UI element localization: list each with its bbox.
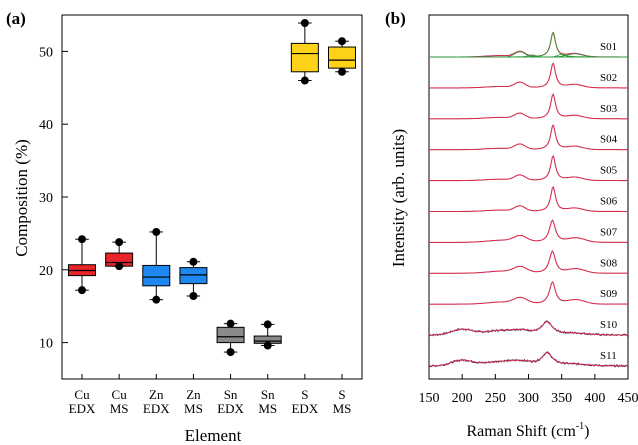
spectrum-line-s03 — [429, 93, 628, 120]
x-tick-label: 150 — [419, 391, 440, 406]
panel-a-y-axis: 10 20 30 40 50 — [39, 45, 68, 352]
box-iqr — [290, 42, 319, 73]
series-label: S02 — [600, 72, 617, 84]
series-label: S09 — [600, 288, 618, 300]
x-tick-label: 200 — [452, 391, 473, 406]
outlier-max-point — [338, 37, 346, 46]
series-label: S06 — [600, 196, 618, 208]
outlier-min-point — [300, 76, 309, 85]
series-label: S08 — [600, 257, 618, 269]
x-tick-label-method: EDX — [69, 401, 96, 416]
x-tick-label-method: MS — [110, 401, 129, 416]
outlier-min-point — [226, 348, 235, 357]
spectrum-fit-s10 — [429, 321, 628, 336]
outlier-max-point — [152, 227, 161, 236]
outlier-max-point — [300, 19, 309, 28]
y-tick-label: 10 — [39, 337, 53, 352]
x-tick-label-element: Zn — [186, 387, 201, 402]
panel-a-boxes — [68, 19, 356, 357]
spectrum-line-s05 — [429, 155, 628, 182]
x-tick-label-method: EDX — [291, 401, 318, 416]
panel-a-y-axis-title: Composition (%) — [12, 139, 31, 257]
spectrum-line-s10 — [428, 320, 629, 337]
x-tick-label-method: EDX — [143, 401, 170, 416]
panel-b-spectra — [428, 31, 629, 368]
x-tick-label-element: Sn — [224, 387, 238, 402]
panel-b-y-axis-title: Intensity (arb. units) — [389, 129, 408, 267]
box-zn-ms — [179, 257, 208, 301]
box-iqr — [328, 46, 356, 69]
x-tick-label: 400 — [584, 391, 605, 406]
panel-b: (b) S01 S02 S03 S04 S05 S06 S07 S08 S09 S10 S11 15… — [385, 9, 638, 440]
series-label: S04 — [600, 134, 618, 146]
x-tick-label: 250 — [485, 391, 506, 406]
spectrum-line-s08 — [429, 250, 628, 274]
panel-a-x-axis-title: Element — [185, 426, 242, 445]
panel-b-frame — [428, 14, 629, 380]
spectrum-line-s09 — [429, 280, 628, 305]
series-label: S03 — [600, 103, 618, 115]
box-sn-ms — [253, 320, 282, 350]
panel-b-series-labels: S01 S02 S03 S04 S05 S06 S07 S08 S09 S10 S11 — [600, 41, 618, 362]
box-iqr — [142, 264, 171, 287]
outlier-max-point — [263, 320, 272, 329]
outlier-min-point — [189, 292, 198, 301]
box-s-edx — [290, 19, 319, 85]
outlier-min-point — [263, 341, 272, 350]
box-cu-edx — [68, 235, 96, 295]
x-tick-label-element: S — [338, 387, 345, 402]
x-tick-label: 300 — [518, 391, 539, 406]
outlier-min-point — [152, 295, 161, 304]
spectrum-line-s07 — [429, 219, 628, 243]
x-tick-label: 450 — [618, 391, 638, 406]
panel-b-x-axis: 150 200 250 300 350 400 450 — [419, 374, 638, 406]
fit-component-line — [429, 31, 628, 58]
box-s-ms — [328, 37, 356, 76]
series-label: S05 — [600, 165, 618, 177]
x-tick-label-element: Zn — [149, 387, 164, 402]
spectrum-line-s04 — [429, 124, 628, 151]
box-cu-ms — [105, 238, 134, 271]
x-tick-label-element: Sn — [261, 387, 275, 402]
outlier-min-point — [78, 286, 86, 295]
outlier-min-point — [338, 67, 346, 76]
box-iqr — [179, 267, 208, 285]
spectrum-fit-s11 — [429, 352, 628, 367]
x-tick-label-element: S — [301, 387, 308, 402]
outlier-max-point — [189, 257, 198, 266]
outlier-max-point — [226, 319, 235, 328]
spectrum-line-s06 — [429, 185, 628, 213]
x-tick-label-element: Cu — [112, 387, 128, 402]
x-tick-label: 350 — [551, 391, 572, 406]
outlier-max-point — [78, 235, 86, 244]
x-tick-label-element: Cu — [74, 387, 90, 402]
outlier-min-point — [115, 262, 124, 271]
spectrum-line-s01 — [429, 31, 628, 58]
panel-b-label: (b) — [385, 9, 406, 28]
y-tick-label: 30 — [39, 191, 53, 206]
box-sn-edx — [216, 319, 245, 357]
spectrum-line-s02 — [429, 62, 628, 89]
y-tick-label: 20 — [39, 264, 53, 279]
series-label: S10 — [600, 319, 618, 331]
x-tick-label-method: MS — [333, 401, 352, 416]
x-tick-label-method: MS — [184, 401, 203, 416]
x-tick-label-method: MS — [258, 401, 277, 416]
outlier-max-point — [115, 238, 124, 247]
box-zn-edx — [142, 227, 171, 304]
x-tick-label-method: EDX — [217, 401, 244, 416]
series-label: S01 — [600, 41, 617, 53]
series-label: S11 — [600, 350, 617, 362]
panel-a-label: (a) — [6, 9, 26, 28]
spectrum-line-s11 — [428, 351, 629, 368]
series-label: S07 — [600, 226, 618, 238]
panel-b-x-axis-title: Raman Shift (cm-1) — [467, 421, 590, 440]
box-iqr — [216, 326, 245, 344]
y-tick-label: 50 — [39, 45, 53, 60]
y-tick-label: 40 — [39, 118, 53, 133]
